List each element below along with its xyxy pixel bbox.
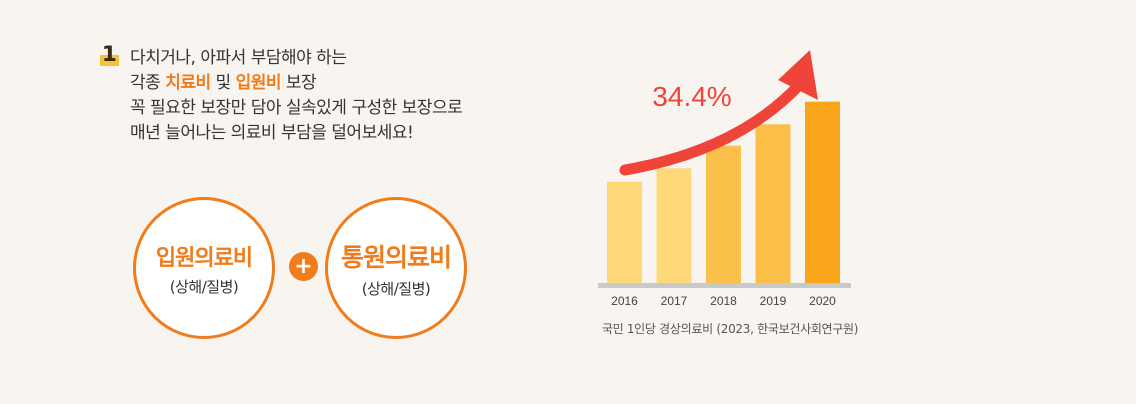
growth-arrow-icon: [619, 76, 808, 176]
outpatient-coverage-circle: 통원의료비 (상해/질병): [325, 197, 467, 339]
medical-cost-chart: 2016 2017 2018 2019 2020 34.4%: [598, 50, 851, 308]
item-number-badge: 1: [100, 42, 119, 66]
benefit-description: 다치거나, 아파서 부담해야 하는 각종 치료비 및 입원비 보장 꼭 필요한 …: [130, 46, 463, 146]
plus-icon: +: [289, 252, 318, 281]
x-axis-labels: 2016 2017 2018 2019 2020: [611, 294, 836, 308]
arrow-head-icon: [778, 50, 818, 100]
inpatient-subtitle: (상해/질병): [169, 277, 239, 296]
bar-2020: [805, 101, 840, 284]
outpatient-subtitle: (상해/질병): [361, 279, 431, 298]
inpatient-title: 입원의료비: [155, 245, 253, 271]
inpatient-coverage-circle: 입원의료비 (상해/질병): [133, 197, 275, 339]
desc-line-1: 다치거나, 아파서 부담해야 하는: [130, 48, 347, 68]
highlight-treatment: 치료비: [165, 73, 211, 93]
x-tick-2019: 2019: [760, 294, 787, 308]
bars-group: [607, 101, 840, 284]
desc-line-2: 각종 치료비 및 입원비 보장: [130, 71, 462, 96]
desc-text: 및: [210, 73, 236, 93]
x-tick-2018: 2018: [710, 294, 737, 308]
chart-caption: 국민 1인당 경상의료비 (2023, 한국보건사회연구원): [601, 322, 859, 336]
desc-line-4: 매년 늘어나는 의료비 부담을 덜어보세요!: [130, 123, 414, 143]
bar-2018: [706, 145, 741, 283]
desc-line-3: 꼭 필요한 보장만 담아 실속있게 구성한 보장으로: [130, 98, 463, 118]
outpatient-title: 통원의료비: [340, 242, 452, 272]
bar-2017: [656, 168, 692, 283]
baseline: [598, 283, 851, 288]
desc-text: 각종: [130, 73, 166, 93]
bar-2016: [607, 181, 642, 283]
x-tick-2020: 2020: [809, 294, 836, 308]
x-tick-2017: 2017: [661, 294, 688, 308]
bar-2019: [755, 124, 791, 283]
highlight-hospitalization: 입원비: [235, 73, 282, 93]
desc-text: 보장: [280, 73, 317, 93]
x-tick-2016: 2016: [611, 294, 638, 308]
growth-label: 34.4%: [652, 81, 731, 112]
